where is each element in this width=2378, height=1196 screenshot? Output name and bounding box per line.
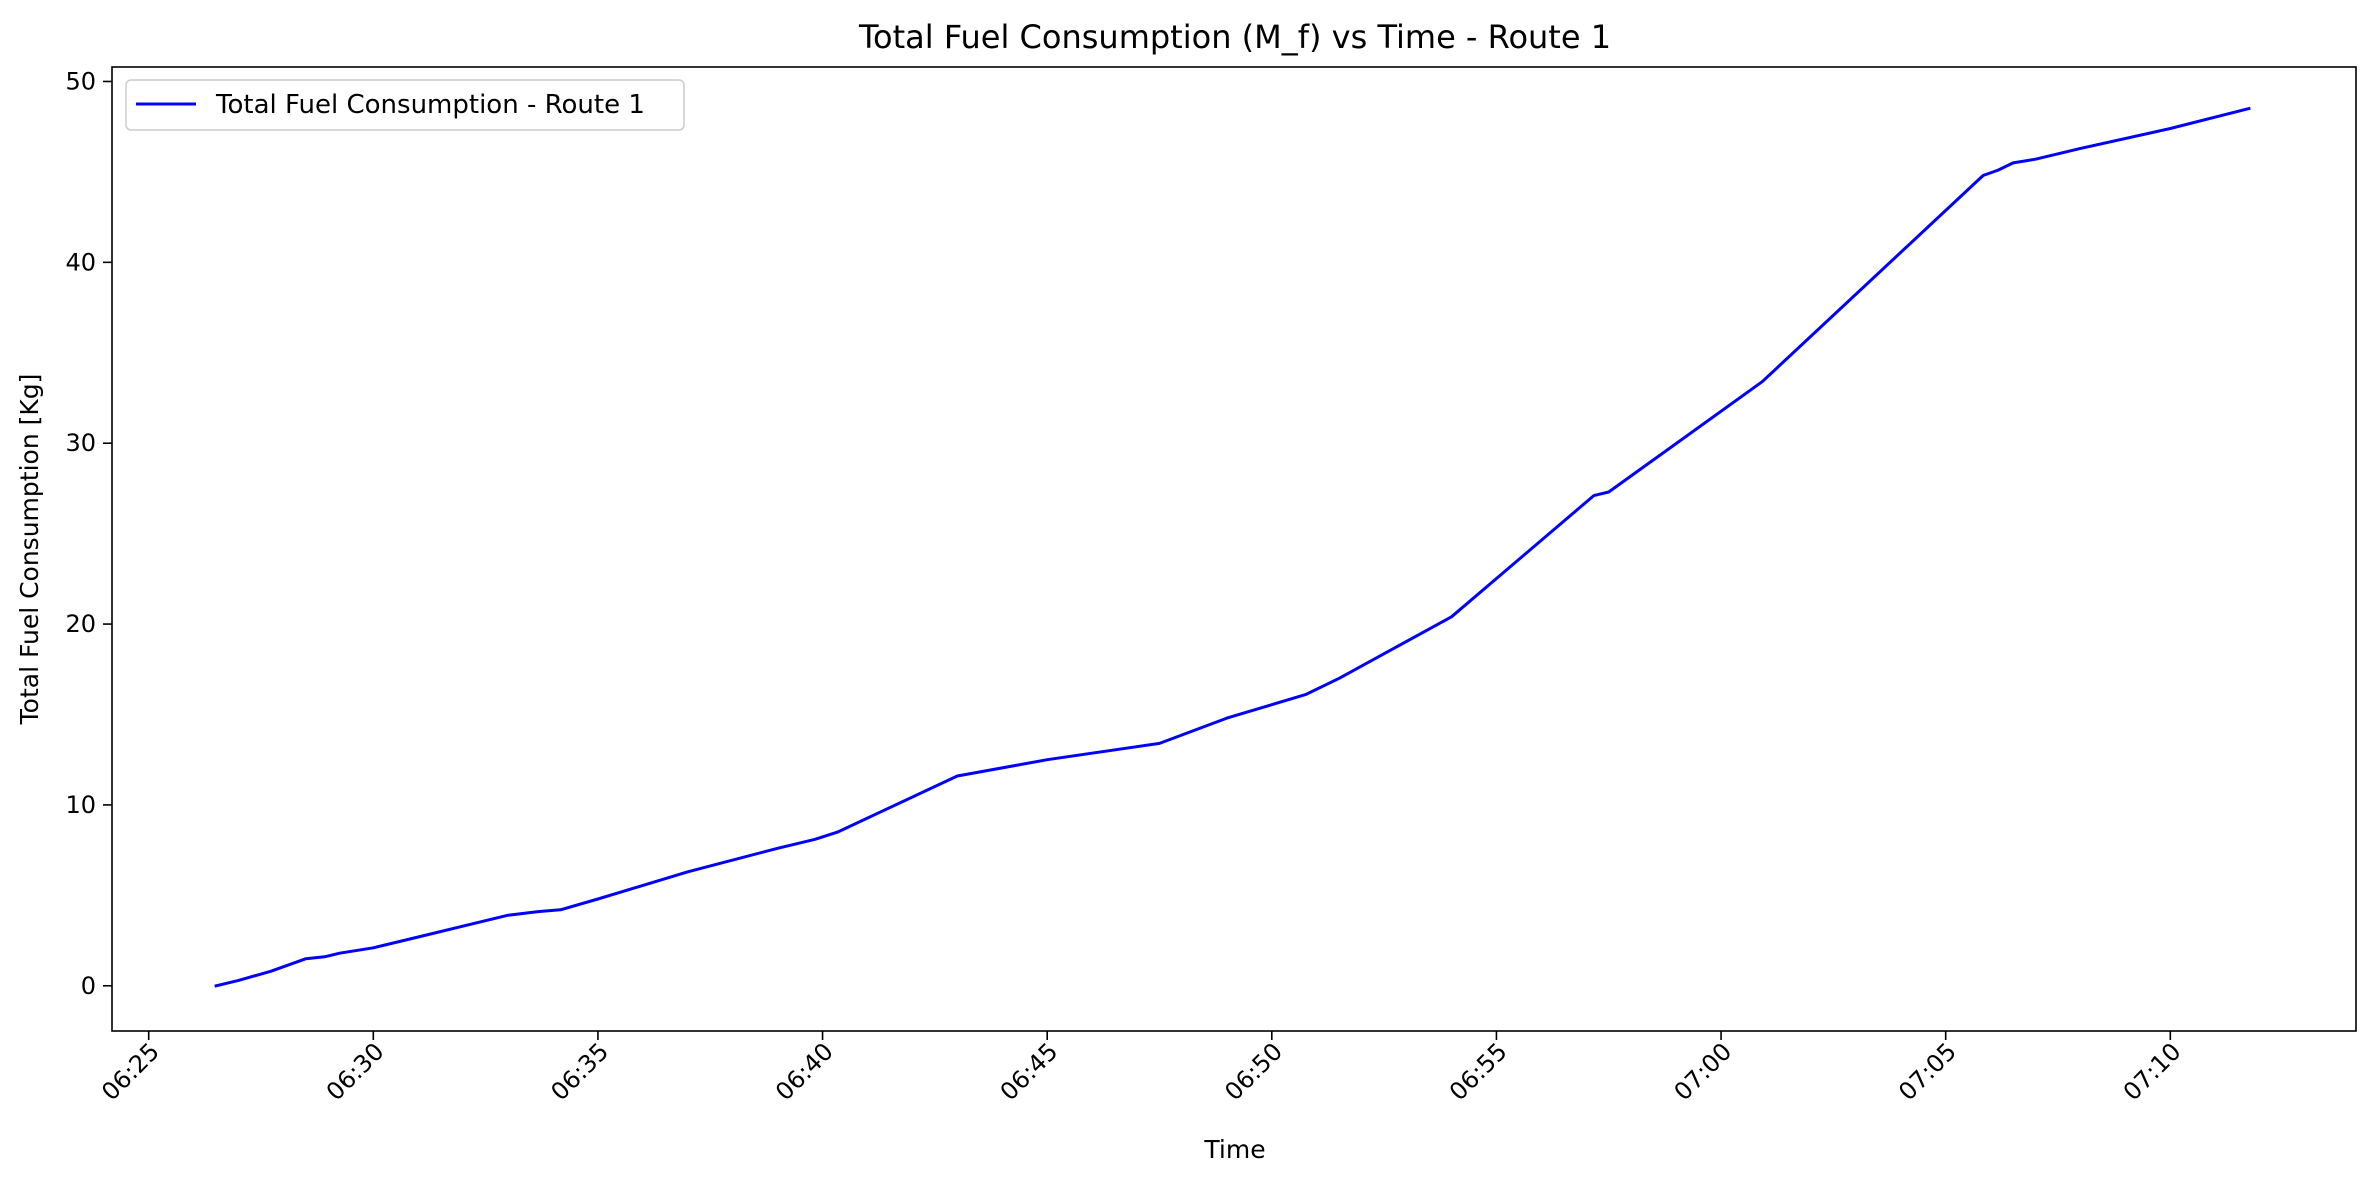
series-layer <box>214 106 2251 988</box>
y-tick-label: 30 <box>65 429 96 457</box>
legend-box <box>125 79 685 131</box>
series-line <box>214 106 2251 988</box>
y-tick-label: 0 <box>81 972 96 1000</box>
y-tick-label: 10 <box>65 791 96 819</box>
plot-area <box>111 66 2357 1032</box>
y-axis-label: Total Fuel Consumption [Kg] <box>15 374 44 726</box>
y-tick-label: 40 <box>65 248 96 276</box>
chart-title: Total Fuel Consumption (M_f) vs Time - R… <box>858 18 1611 56</box>
legend: Total Fuel Consumption - Route 1 <box>125 79 685 131</box>
y-tick-label: 50 <box>65 67 96 95</box>
y-tick-label: 20 <box>65 610 96 638</box>
legend-entry-label: Total Fuel Consumption - Route 1 <box>215 90 645 120</box>
y-axis: 0 10 20 30 40 50 <box>65 67 112 1000</box>
x-axis-label: Time <box>1203 1135 1265 1164</box>
